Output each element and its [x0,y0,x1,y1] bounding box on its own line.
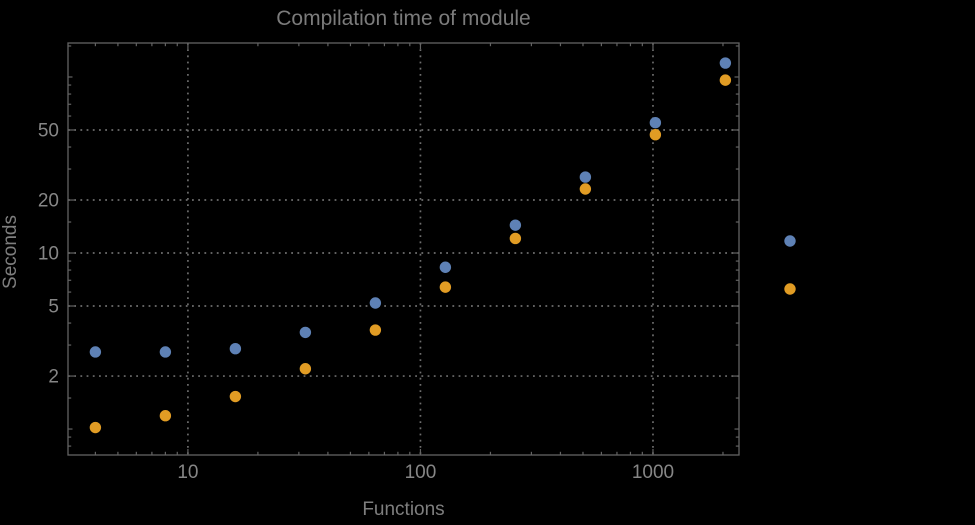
data-point-series-1-blue [439,261,452,273]
data-point-series-2-orange [89,421,102,434]
data-point-series-1-blue [509,219,522,231]
data-point-series-1-blue [579,171,592,183]
y-tick-label: 2 [48,367,59,388]
x-axis-label: Functions [362,499,445,520]
x-tick-label: 1000 [632,462,674,483]
data-point-series-1-blue [89,346,102,358]
data-point-series-1-blue [159,346,172,358]
data-point-series-2-orange [649,129,662,141]
legend-marker-series-2 [784,283,796,295]
data-point-series-2-orange [439,281,452,293]
data-point-series-2-orange [299,363,312,375]
y-tick-label: 50 [38,120,59,141]
data-point-series-1-blue [299,326,312,339]
legend-marker-series-1 [784,235,796,247]
x-tick-label: 100 [405,462,437,483]
data-point-series-2-orange [509,232,522,245]
data-point-series-2-orange [719,74,732,86]
y-tick-label: 5 [48,297,59,318]
data-point-series-1-blue [719,57,732,69]
data-point-series-1-blue [369,297,382,309]
y-axis-label: Seconds [0,215,21,289]
y-tick-label: 10 [38,244,59,265]
data-point-series-1-blue [649,116,662,129]
data-point-series-1-blue [229,343,242,355]
data-point-series-2-orange [159,410,172,422]
data-point-series-2-orange [369,324,382,336]
chart-title: Compilation time of module [276,7,531,30]
data-point-series-2-orange [579,183,592,195]
plot-frame [67,42,740,456]
data-point-series-2-orange [229,390,242,403]
y-tick-label: 20 [38,191,59,212]
x-tick-label: 10 [177,462,198,483]
